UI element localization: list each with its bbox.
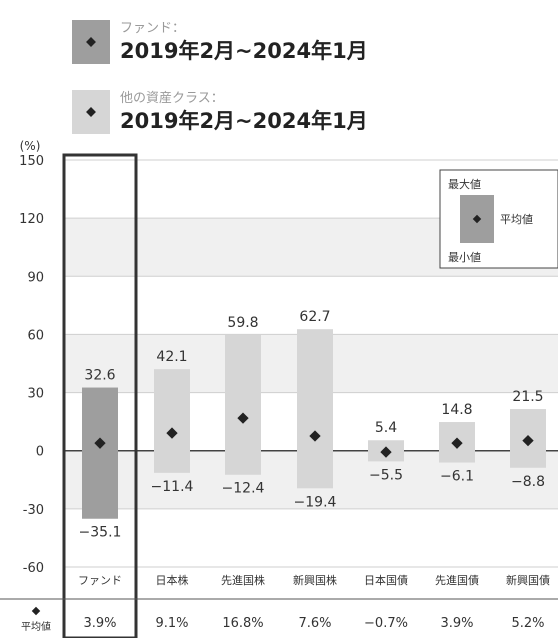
legend-other-period: 2019年2月~2024年1月 xyxy=(120,109,368,133)
max-value-label: 21.5 xyxy=(512,389,543,405)
y-tick-label: 0 xyxy=(36,445,44,460)
max-value-label: 62.7 xyxy=(299,309,330,325)
legend-fund: ファンド： 2019年2月~2024年1月 xyxy=(72,20,368,64)
category-label: 新興国株 xyxy=(293,573,337,587)
max-value-label: 32.6 xyxy=(84,368,115,384)
category-label: 先進国債 xyxy=(435,573,479,587)
y-tick-label: 60 xyxy=(27,328,44,343)
average-marker xyxy=(380,446,392,458)
max-value-label: 5.4 xyxy=(375,420,397,436)
max-value-label: 59.8 xyxy=(227,315,258,331)
avg-row-marker-icon xyxy=(31,606,41,616)
average-marker xyxy=(237,412,249,424)
range-bar xyxy=(154,369,190,473)
min-value-label: −12.4 xyxy=(222,481,265,497)
chart-legend-marker-icon xyxy=(472,214,482,224)
average-value-label: −0.7% xyxy=(364,616,408,631)
category-label: 日本国債 xyxy=(364,573,408,587)
chart-legend-avg: 平均値 xyxy=(500,213,533,226)
max-value-label: 14.8 xyxy=(441,402,472,418)
chart-legend-box: 最大値 平均値 最小値 xyxy=(439,169,558,269)
average-value-label: 3.9% xyxy=(83,616,116,631)
min-value-label: −35.1 xyxy=(79,525,122,541)
legend-other-swatch xyxy=(72,90,110,134)
legend-other: 他の資産クラス： 2019年2月~2024年1月 xyxy=(72,90,368,134)
legend-other-title: 他の資産クラス： xyxy=(120,91,224,106)
y-tick-label: -30 xyxy=(23,503,44,518)
chart-legend-max: 最大値 xyxy=(448,177,481,191)
legend-fund-title: ファンド： xyxy=(120,21,186,36)
min-value-label: −5.5 xyxy=(369,467,403,483)
y-tick-label: 90 xyxy=(27,270,44,285)
legend-fund-period: 2019年2月~2024年1月 xyxy=(120,39,368,63)
min-value-label: −19.4 xyxy=(294,494,337,510)
y-tick-label: 120 xyxy=(19,212,44,227)
avg-row-label: 平均値 xyxy=(21,620,51,633)
min-value-label: −11.4 xyxy=(151,479,194,495)
average-value-label: 7.6% xyxy=(298,616,331,631)
average-value-label: 16.8% xyxy=(222,616,263,631)
category-label: ファンド xyxy=(78,574,122,587)
legend-fund-swatch xyxy=(72,20,110,64)
average-value-label: 5.2% xyxy=(511,616,544,631)
max-value-label: 42.1 xyxy=(156,349,187,365)
range-bar xyxy=(82,387,118,519)
average-marker xyxy=(166,427,178,439)
y-tick-label: 150 xyxy=(19,154,44,169)
average-value-label: 3.9% xyxy=(440,616,473,631)
chart-legend-min: 最小値 xyxy=(448,251,481,264)
category-label: 新興国債 xyxy=(506,573,550,587)
fund-highlight-frame xyxy=(62,153,138,638)
min-value-label: −8.8 xyxy=(511,474,545,490)
y-tick-label: 30 xyxy=(27,387,44,402)
average-marker xyxy=(522,434,534,447)
y-axis-unit: (%) xyxy=(20,139,41,153)
y-tick-label: -60 xyxy=(23,561,44,576)
average-value-label: 9.1% xyxy=(155,616,188,631)
average-marker xyxy=(309,430,321,442)
range-bar xyxy=(297,329,333,489)
range-bar xyxy=(225,334,261,475)
min-value-label: −6.1 xyxy=(440,469,474,485)
average-marker xyxy=(451,437,463,449)
category-label: 日本株 xyxy=(156,573,189,587)
category-label: 先進国株 xyxy=(221,573,265,587)
